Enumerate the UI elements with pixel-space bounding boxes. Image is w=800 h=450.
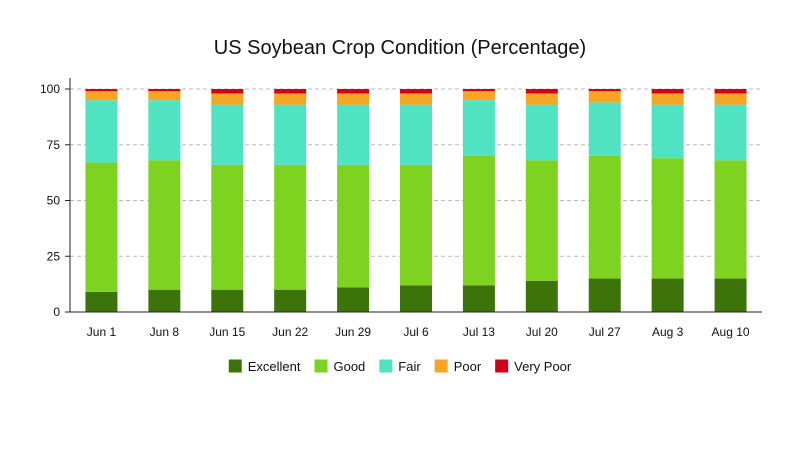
legend-swatch-good	[314, 359, 328, 373]
bar-segment-poor	[525, 93, 558, 105]
x-tick-label: Jul 27	[589, 325, 621, 339]
bar-segment-good	[85, 162, 118, 292]
bar-segment-very-poor	[525, 89, 558, 94]
x-tick-label: Jul 20	[526, 325, 558, 339]
bar-segment-good	[462, 155, 495, 286]
x-tick-label: Jun 22	[272, 325, 308, 339]
bar-segment-good	[651, 158, 684, 279]
y-tick-label: 75	[47, 138, 61, 152]
bar-segment-excellent	[400, 285, 432, 312]
bar-segment-poor	[211, 93, 244, 105]
bar-segment-good	[525, 160, 558, 281]
bar-segment-poor	[462, 91, 495, 101]
y-tick-label: 50	[47, 194, 61, 208]
bar-segment-excellent	[588, 278, 621, 312]
bar-segment-excellent	[274, 289, 307, 312]
bar-segment-excellent	[525, 280, 558, 312]
axes: 0 25 50 75 100 Jun 1 Jun 8 Jun 15 Jun 22 Jun 29 Ju…	[40, 78, 762, 339]
bar-segment-fair	[462, 100, 495, 156]
bar-segment-good	[400, 164, 432, 286]
bar-segment-good	[211, 164, 244, 290]
bar-segment-fair	[337, 104, 370, 165]
x-tick-label: Aug 3	[652, 325, 684, 339]
bar-segment-poor	[274, 93, 307, 105]
bar-segment-good	[274, 164, 307, 290]
bar-segment-fair	[651, 104, 684, 159]
bar-segment-excellent	[714, 278, 747, 312]
bar-segment-very-poor	[211, 89, 244, 94]
x-tick-label: Jun 1	[87, 325, 117, 339]
legend-label: Very Poor	[514, 359, 572, 374]
bar-segment-good	[337, 164, 370, 288]
bar-segment-very-poor	[714, 89, 747, 94]
x-tick-label: Jun 8	[150, 325, 180, 339]
legend-swatch-poor	[434, 359, 448, 373]
bar-segment-excellent	[85, 291, 118, 312]
bar-segment-very-poor	[400, 89, 432, 94]
bar-segment-fair	[274, 104, 307, 165]
legend-label: Fair	[398, 359, 421, 374]
bar-segment-poor	[588, 91, 621, 103]
bar-segment-very-poor	[651, 89, 684, 94]
bar-segment-very-poor	[462, 89, 495, 92]
bar-segment-poor	[337, 93, 370, 105]
x-tick-label: Aug 10	[712, 325, 750, 339]
chart-title: US Soybean Crop Condition (Percentage)	[214, 37, 586, 59]
bar-segment-fair	[148, 100, 181, 161]
bar-segment-poor	[714, 93, 747, 105]
bar-segment-poor	[400, 93, 432, 105]
bar-segment-very-poor	[337, 89, 370, 94]
bar-segment-poor	[85, 91, 118, 101]
y-tick-label: 0	[53, 305, 60, 319]
bar-segment-excellent	[211, 289, 244, 312]
bar-segment-fair	[400, 104, 432, 165]
bar-segment-fair	[714, 104, 747, 161]
bar-segment-fair	[525, 104, 558, 161]
legend-label: Poor	[454, 359, 482, 374]
legend: Excellent Good Fair Poor Very Poor	[228, 359, 572, 374]
bar-segment-excellent	[337, 287, 370, 312]
bar-segment-fair	[211, 104, 244, 165]
bar-segment-very-poor	[85, 89, 118, 92]
bar-segment-good	[588, 155, 621, 279]
bar-segment-poor	[651, 93, 684, 105]
bar-segment-very-poor	[148, 89, 181, 92]
bar-segment-excellent	[651, 278, 684, 312]
bar-segment-good	[148, 160, 181, 290]
x-tick-label: Jul 13	[463, 325, 495, 339]
x-tick-label: Jun 29	[335, 325, 371, 339]
bar-segment-poor	[148, 91, 181, 101]
legend-swatch-very-poor	[495, 359, 509, 373]
bars	[85, 89, 747, 312]
bar-segment-excellent	[148, 289, 181, 312]
legend-swatch-fair	[379, 359, 393, 373]
x-tick-label: Jul 6	[403, 325, 429, 339]
bar-segment-good	[714, 160, 747, 279]
legend-swatch-excellent	[228, 359, 242, 373]
bar-segment-very-poor	[274, 89, 307, 94]
y-tick-label: 25	[47, 249, 61, 263]
x-tick-label: Jun 15	[209, 325, 245, 339]
bar-segment-fair	[85, 100, 118, 163]
bar-segment-excellent	[462, 285, 495, 312]
legend-label: Excellent	[248, 359, 301, 374]
bar-segment-very-poor	[588, 89, 621, 92]
bar-segment-fair	[588, 102, 621, 156]
legend-label: Good	[333, 359, 365, 374]
y-tick-label: 100	[40, 82, 60, 96]
